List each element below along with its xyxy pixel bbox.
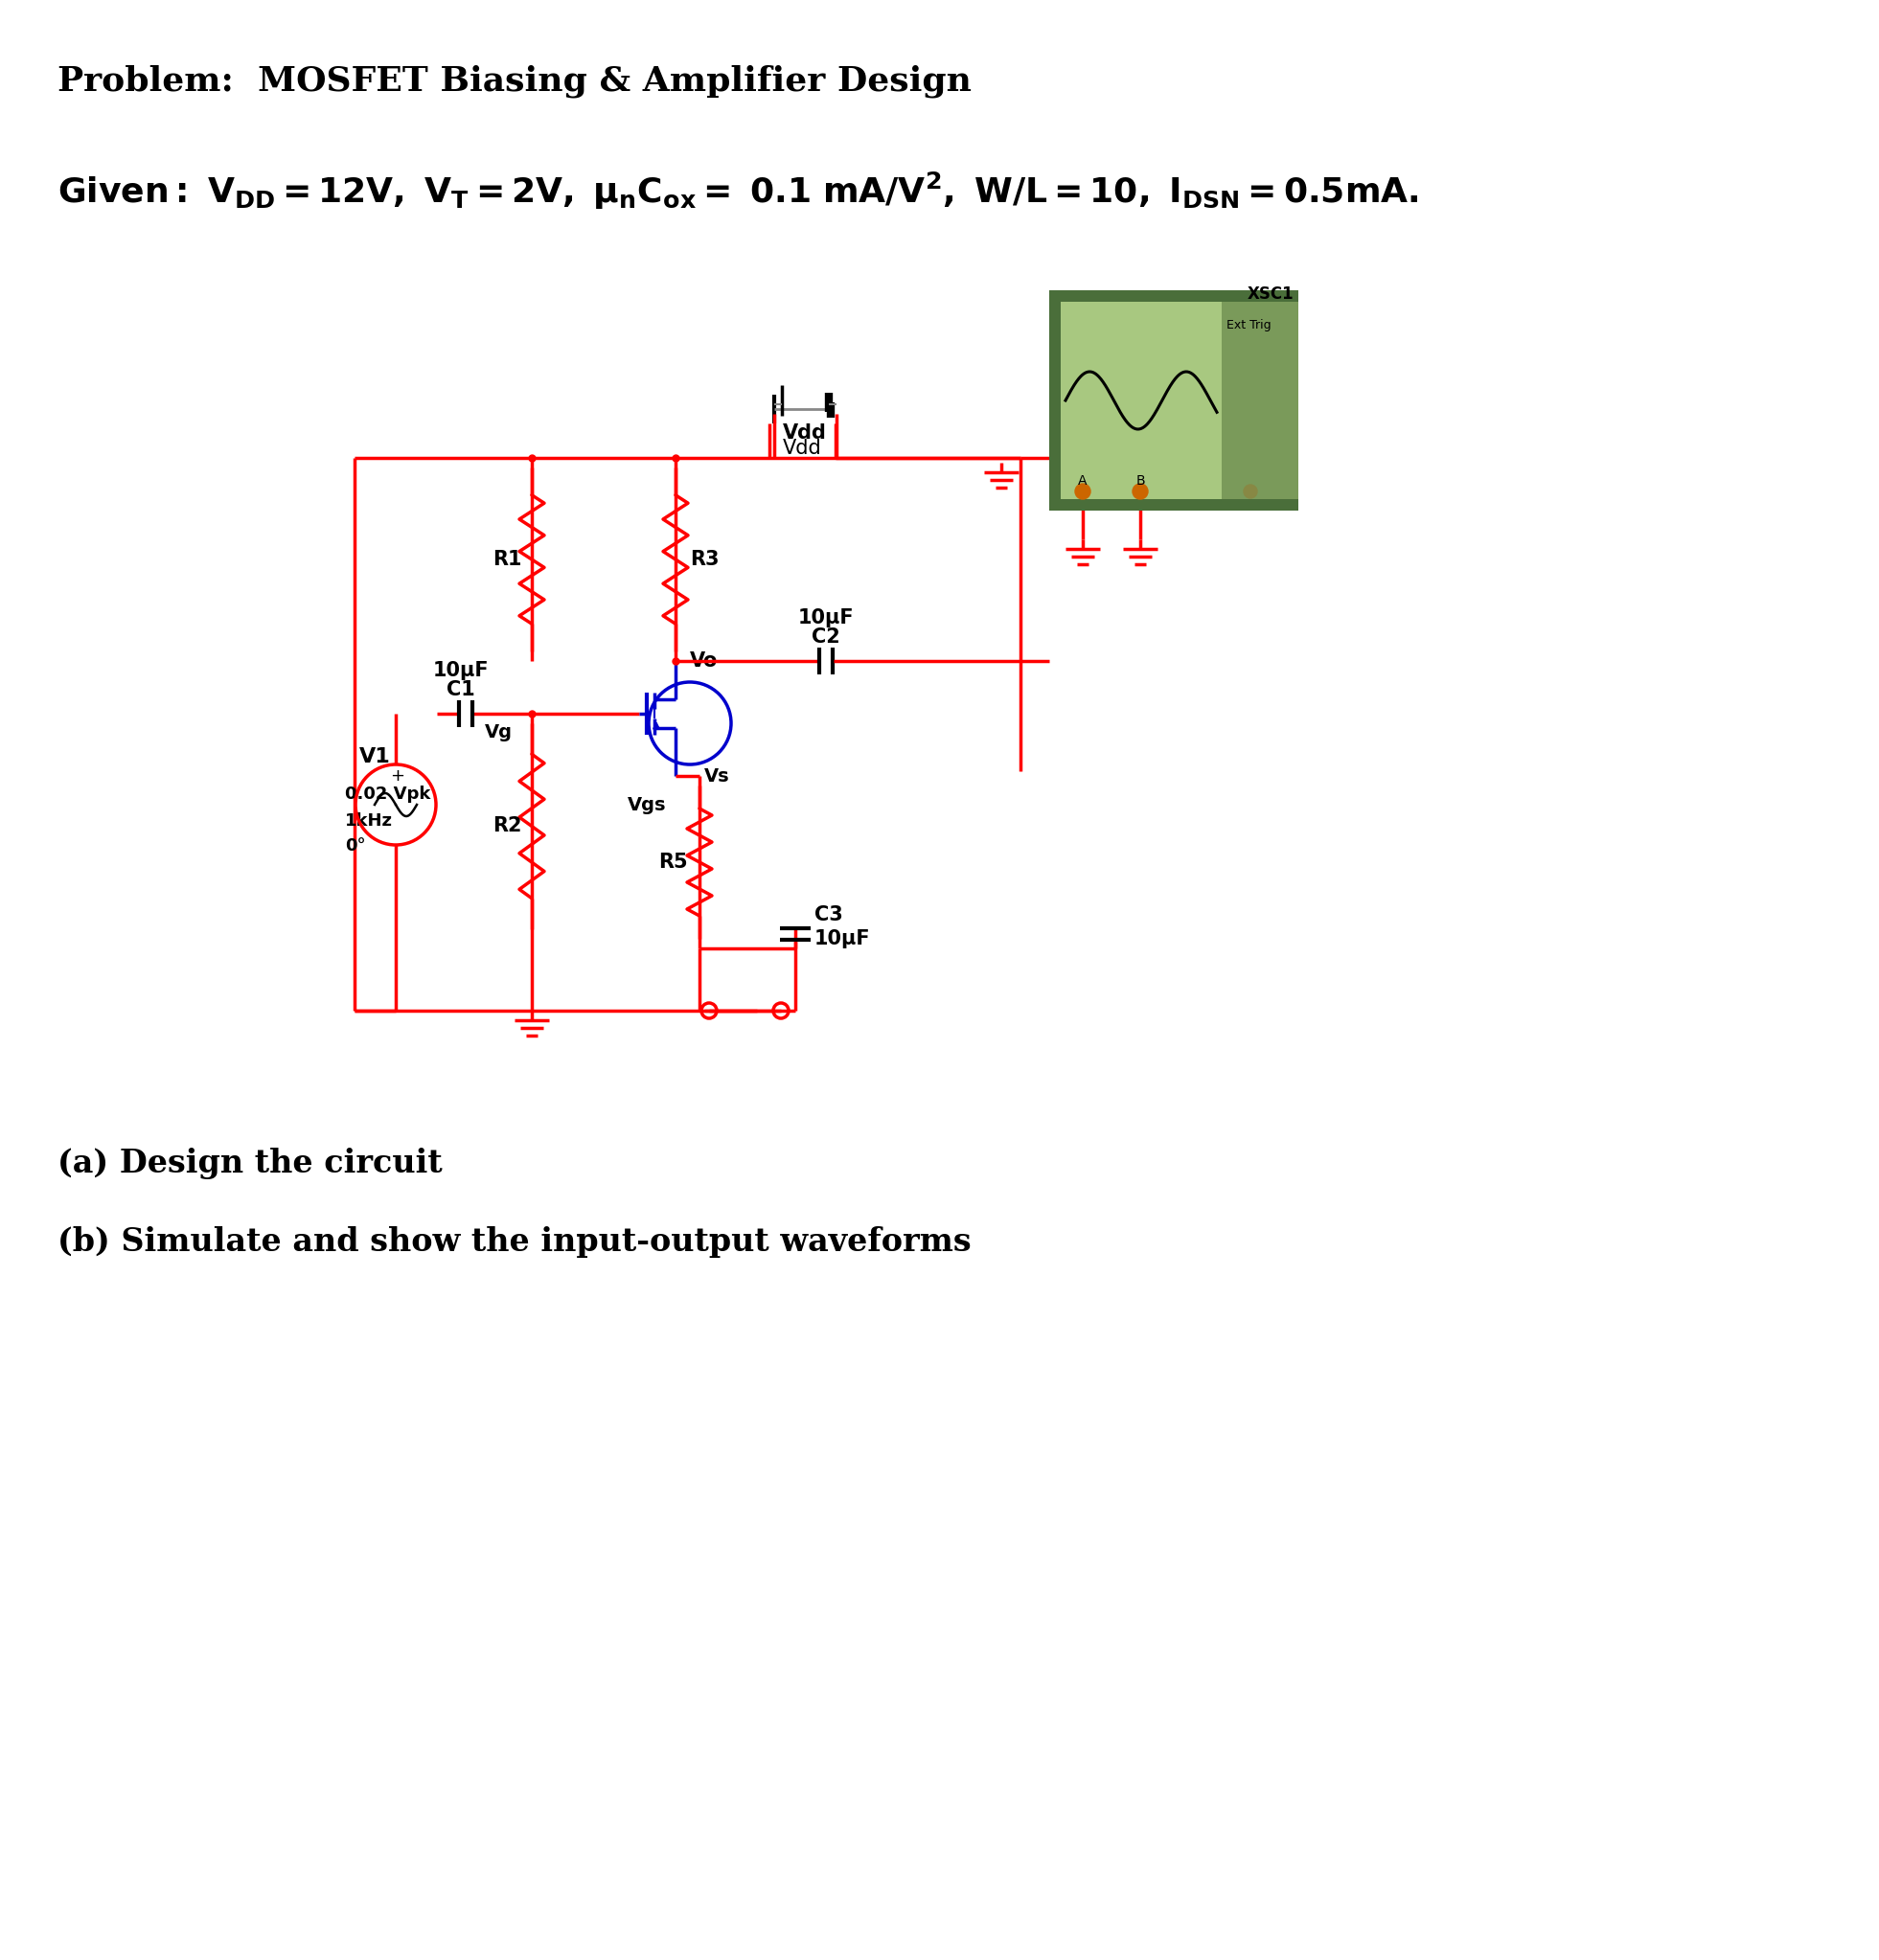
Text: 0°: 0° [346, 837, 366, 855]
Text: (b) Simulate and show the input-output waveforms: (b) Simulate and show the input-output w… [58, 1227, 971, 1258]
Text: Vgs: Vgs [628, 796, 667, 813]
Text: R1: R1 [492, 551, 522, 568]
Text: (a) Design the circuit: (a) Design the circuit [58, 1149, 442, 1180]
Text: A: A [1079, 474, 1088, 488]
Circle shape [1244, 484, 1257, 498]
Circle shape [1133, 484, 1148, 500]
Text: Vg: Vg [485, 723, 513, 741]
Bar [1221, 302, 1298, 500]
Text: V1: V1 [359, 747, 391, 766]
FancyBboxPatch shape [1048, 290, 1298, 512]
Text: C2: C2 [812, 627, 840, 647]
Text: C3: C3 [814, 906, 844, 925]
Text: 10μF: 10μF [814, 929, 870, 949]
Text: +: + [391, 766, 404, 784]
Text: Vdd: Vdd [784, 423, 827, 443]
Text: 1kHz: 1kHz [346, 811, 393, 829]
Text: $\mathbf{Given:\ V_{DD}{=}12V,\ V_T{=}2V,\ \mu_n C_{ox}{=}\ 0.1\ mA/V^2,\ W/L{=}: $\mathbf{Given:\ V_{DD}{=}12V,\ V_T{=}2V… [58, 171, 1419, 212]
Text: B: B [1135, 474, 1144, 488]
Text: 0.02 Vpk: 0.02 Vpk [346, 786, 430, 804]
Circle shape [1075, 484, 1090, 500]
Text: Vs: Vs [705, 766, 729, 786]
Text: Problem:  MOSFET Biasing & Amplifier Design: Problem: MOSFET Biasing & Amplifier Desi… [58, 65, 971, 98]
Text: Vo: Vo [690, 651, 718, 670]
Bar [1062, 302, 1221, 500]
Text: R2: R2 [492, 815, 522, 835]
Text: 10μF: 10μF [432, 661, 489, 680]
Text: Ext Trig: Ext Trig [1227, 319, 1272, 331]
Text: 10μF: 10μF [799, 608, 855, 627]
Text: C1: C1 [447, 680, 475, 700]
Text: Vdd: Vdd [782, 439, 821, 459]
Text: R3: R3 [690, 551, 720, 568]
Text: XSC1: XSC1 [1248, 286, 1293, 302]
Text: R5: R5 [660, 853, 688, 872]
